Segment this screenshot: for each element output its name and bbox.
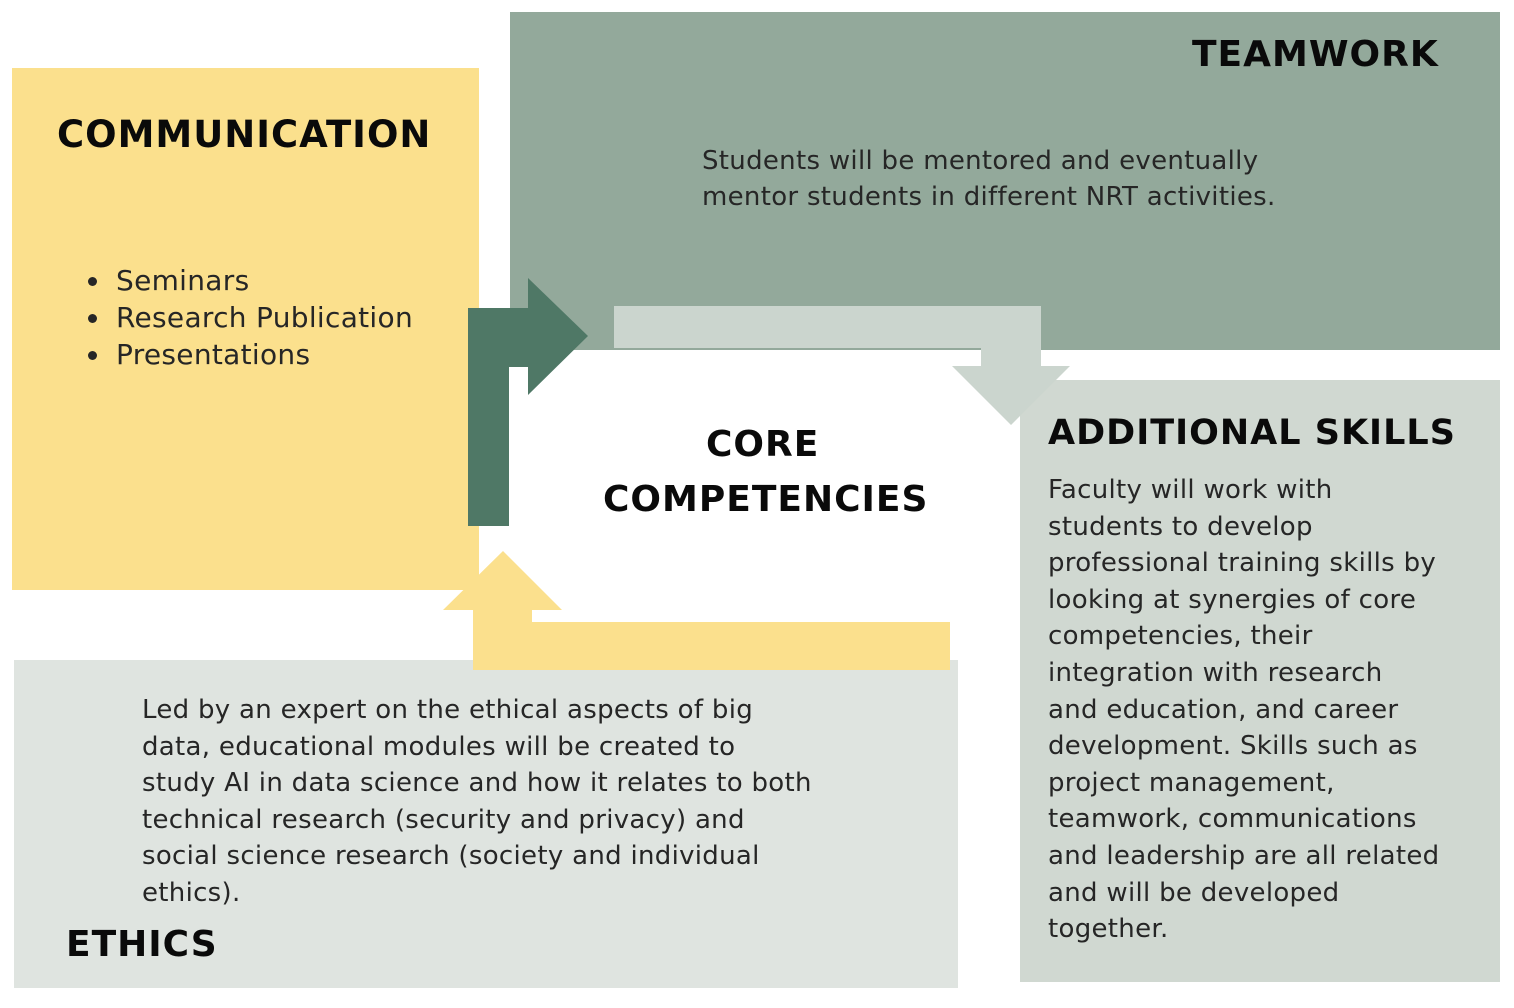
text-line: ethics). — [142, 877, 241, 908]
text-line: Led by an expert on the ethical aspects … — [142, 695, 754, 725]
text-line: teamwork, communications — [1048, 804, 1417, 835]
communication-title: COMMUNICATION — [57, 113, 432, 156]
text-line: and education, and career — [1048, 694, 1399, 725]
arrow-ethics-to-communication — [443, 551, 950, 670]
additional-skills-panel — [1020, 380, 1500, 982]
text-line: and will be developed — [1048, 877, 1340, 908]
teamwork-title: TEAMWORK — [1192, 34, 1439, 75]
text-line: Faculty will work with — [1048, 475, 1333, 505]
text-line: competencies, their — [1048, 621, 1313, 652]
center-title-line-2: COMPETENCIES — [603, 479, 929, 520]
arrow-teamwork-to-additional-skills — [614, 306, 1070, 425]
list-item: Seminars — [112, 262, 413, 299]
text-line: and leadership are all related — [1048, 840, 1440, 871]
additional-skills-title: ADDITIONAL SKILLS — [1048, 413, 1456, 453]
text-line: study AI in data science and how it rela… — [142, 768, 812, 799]
teamwork-text-line-2: mentor students in different NRT activit… — [702, 182, 1276, 212]
center-title-line-1: CORE — [706, 424, 820, 465]
text-line: technical research (security and privacy… — [142, 804, 745, 835]
text-line: social science research (society and ind… — [142, 841, 760, 872]
teamwork-text-line-1: Students will be mentored and eventually — [702, 146, 1259, 176]
communication-panel — [12, 68, 479, 590]
ethics-title: ETHICS — [66, 924, 218, 965]
communication-list: Seminars Research Publication Presentati… — [74, 262, 413, 373]
text-line: integration with research — [1048, 657, 1383, 688]
arrow-communication-to-teamwork — [468, 278, 588, 526]
text-line: data, educational modules will be create… — [142, 731, 736, 762]
teamwork-panel — [510, 12, 1500, 350]
text-line: development. Skills such as — [1048, 731, 1418, 762]
list-item: Research Publication — [112, 299, 413, 336]
text-line: students to develop — [1048, 511, 1313, 542]
text-line: together. — [1048, 914, 1169, 945]
text-line: looking at synergies of core — [1048, 584, 1417, 615]
ethics-panel — [14, 660, 958, 988]
text-line: professional training skills by — [1048, 548, 1437, 579]
text-line: project management, — [1048, 767, 1335, 798]
additional-skills-text: Faculty will work with students to devel… — [1048, 472, 1439, 948]
ethics-text: Led by an expert on the ethical aspects … — [142, 692, 812, 912]
list-item: Presentations — [112, 336, 413, 373]
